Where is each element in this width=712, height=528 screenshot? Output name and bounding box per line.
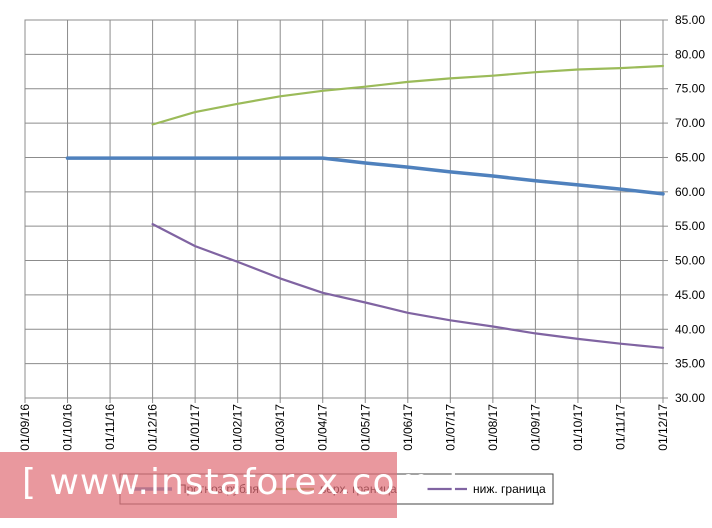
x-tick-label: 01/10/16 xyxy=(61,404,75,451)
x-tick-label: 01/02/17 xyxy=(231,404,245,451)
y-axis-tick-labels: 30.00 35.00 40.00 45.00 50.00 55.00 60.00 65.00… xyxy=(675,13,705,405)
y-tick-label: 75.00 xyxy=(675,82,705,96)
y-tick-label: 45.00 xyxy=(675,288,705,302)
x-tick-label: 01/05/17 xyxy=(358,404,372,451)
x-tick-label: 01/11/16 xyxy=(103,404,117,450)
y-tick-label: 65.00 xyxy=(675,150,705,164)
series-lines xyxy=(65,64,665,349)
series-line xyxy=(65,156,665,196)
x-tick-label: 01/03/17 xyxy=(273,404,287,451)
y-tick-label: 80.00 xyxy=(675,47,705,61)
legend-label: ниж. граница xyxy=(473,482,546,496)
y-tick-label: 30.00 xyxy=(675,391,705,405)
x-tick-label: 01/01/17 xyxy=(188,404,202,451)
y-tick-label: 55.00 xyxy=(675,219,705,233)
y-tick-label: 50.00 xyxy=(675,254,705,268)
x-tick-label: 01/09/16 xyxy=(18,404,32,451)
series-2 xyxy=(151,64,665,126)
x-tick-label: 01/09/17 xyxy=(528,404,542,451)
x-tick-label: 01/07/17 xyxy=(443,404,457,451)
x-tick-label: 01/04/17 xyxy=(316,404,330,451)
y-tick-label: 35.00 xyxy=(675,357,705,371)
series-line xyxy=(151,64,665,126)
x-tick-label: 01/12/16 xyxy=(146,404,160,451)
series-1 xyxy=(65,156,665,196)
x-axis-tick-labels: 01/09/16 01/10/16 01/11/16 01/12/16 01/01/17… xyxy=(18,404,670,451)
y-tick-label: 60.00 xyxy=(675,185,705,199)
x-tick-label: 01/06/17 xyxy=(401,404,415,451)
y-tick-label: 85.00 xyxy=(675,13,705,27)
y-tick-label: 70.00 xyxy=(675,116,705,130)
series-3 xyxy=(151,223,665,349)
watermark-text: [ www.instaforex.com ] xyxy=(22,462,460,503)
plot-area xyxy=(24,19,664,399)
x-tick-label: 01/12/17 xyxy=(656,404,670,451)
watermark-banner: [ www.instaforex.com ] xyxy=(0,452,458,518)
x-tick-label: 01/11/17 xyxy=(613,404,627,450)
x-tick-label: 01/10/17 xyxy=(571,404,585,451)
x-tick-label: 01/08/17 xyxy=(486,404,500,451)
series-line xyxy=(151,223,665,349)
y-tick-label: 40.00 xyxy=(675,322,705,336)
